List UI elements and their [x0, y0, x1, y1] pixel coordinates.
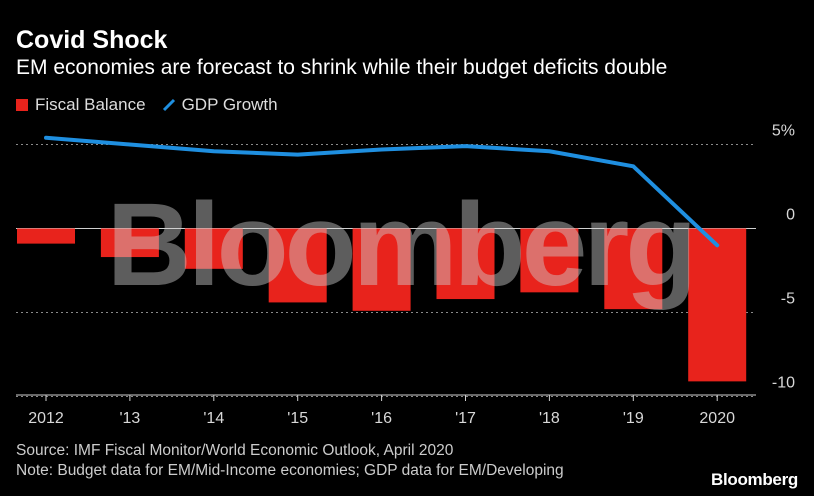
- y-tick-label: 5%: [772, 123, 795, 140]
- source-note: Source: IMF Fiscal Monitor/World Economi…: [16, 442, 454, 459]
- y-tick-label: 0: [786, 207, 795, 224]
- x-tick-label: '15: [287, 410, 308, 427]
- data-note: Note: Budget data for EM/Mid-Income econ…: [16, 462, 564, 479]
- legend-label-fiscal-balance: Fiscal Balance: [35, 95, 146, 114]
- fiscal-balance-bar: [17, 228, 75, 244]
- fiscal-balance-bar: [436, 228, 495, 300]
- legend-item-fiscal-balance: Fiscal Balance: [16, 95, 146, 115]
- legend: Fiscal Balance GDP Growth: [16, 95, 294, 115]
- x-tick-label: '14: [203, 410, 224, 427]
- x-tick-label: 2020: [699, 410, 735, 427]
- x-tick-label: '19: [623, 410, 644, 427]
- fiscal-balance-bar: [184, 228, 243, 269]
- legend-label-gdp-growth: GDP Growth: [181, 95, 278, 114]
- fiscal-balance-bar: [604, 228, 663, 310]
- x-tick-label: '17: [455, 410, 476, 427]
- fiscal-balance-bar: [268, 228, 327, 303]
- fiscal-balance-bars: [17, 228, 747, 382]
- x-tick-label: '18: [539, 410, 560, 427]
- legend-swatch-line: [162, 98, 175, 112]
- fiscal-balance-bar: [352, 228, 411, 311]
- y-axis-ticks: 5% 0 -5 -10: [772, 123, 795, 392]
- y-tick-label: -5: [781, 291, 795, 308]
- chart-subtitle: EM economies are forecast to shrink whil…: [16, 56, 668, 79]
- chart-title: Covid Shock: [16, 26, 168, 54]
- x-tick-label: '13: [119, 410, 140, 427]
- x-tick-label: 2012: [28, 410, 64, 427]
- bloomberg-watermark: Bloomberg: [107, 179, 694, 311]
- bloomberg-logo: Bloomberg: [710, 470, 798, 489]
- legend-swatch-bar: [16, 99, 28, 111]
- x-axis: 2012 '13 '14 '15 '16 '17 '18 '19 2020: [16, 394, 756, 427]
- gdp-growth-series-line: [44, 135, 720, 248]
- gdp-growth-line: [44, 135, 720, 248]
- fiscal-balance-bar: [520, 228, 579, 293]
- fiscal-balance-bar: [100, 228, 159, 258]
- fiscal-balance-bar: [688, 228, 747, 382]
- x-tick-label: '16: [371, 410, 392, 427]
- y-tick-label: -10: [772, 375, 795, 392]
- legend-item-gdp-growth: GDP Growth: [162, 95, 278, 115]
